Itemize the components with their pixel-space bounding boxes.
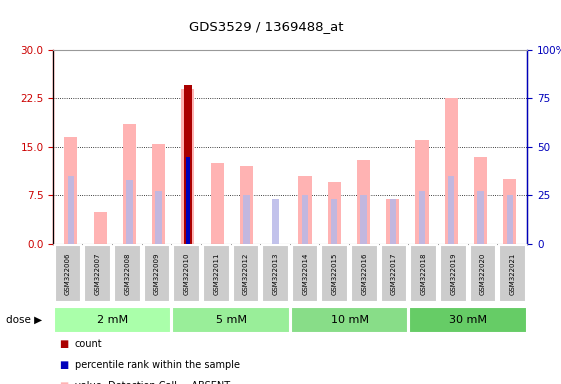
Text: GSM322009: GSM322009 <box>154 252 160 295</box>
Text: ■: ■ <box>59 339 68 349</box>
Text: GSM322017: GSM322017 <box>391 252 397 295</box>
FancyBboxPatch shape <box>351 245 378 302</box>
Text: 10 mM: 10 mM <box>330 314 369 325</box>
Bar <box>273 199 279 244</box>
Text: value, Detection Call = ABSENT: value, Detection Call = ABSENT <box>75 381 230 384</box>
Bar <box>65 137 77 244</box>
FancyBboxPatch shape <box>262 245 289 302</box>
Text: GSM322012: GSM322012 <box>243 252 249 295</box>
FancyBboxPatch shape <box>55 245 81 302</box>
Bar <box>123 124 136 244</box>
Bar <box>507 195 513 244</box>
Text: GSM322014: GSM322014 <box>302 252 308 295</box>
Bar <box>94 212 107 244</box>
FancyBboxPatch shape <box>233 245 259 302</box>
FancyBboxPatch shape <box>410 245 437 302</box>
Bar <box>445 98 458 244</box>
Bar <box>474 157 487 244</box>
FancyBboxPatch shape <box>84 245 111 302</box>
Text: GSM322021: GSM322021 <box>509 252 516 295</box>
Text: GDS3529 / 1369488_at: GDS3529 / 1369488_at <box>190 20 344 33</box>
FancyBboxPatch shape <box>114 245 141 302</box>
Bar <box>302 195 308 244</box>
Bar <box>357 160 370 244</box>
Bar <box>243 195 250 244</box>
Text: 5 mM: 5 mM <box>215 314 247 325</box>
FancyBboxPatch shape <box>144 245 171 302</box>
Bar <box>181 89 195 244</box>
Text: 2 mM: 2 mM <box>97 314 128 325</box>
Bar <box>477 192 484 244</box>
Text: GSM322011: GSM322011 <box>213 252 219 295</box>
Text: GSM322018: GSM322018 <box>421 252 427 295</box>
Bar <box>240 166 253 244</box>
Bar <box>68 176 74 244</box>
Text: 30 mM: 30 mM <box>449 314 487 325</box>
Bar <box>183 86 192 244</box>
Bar <box>331 199 337 244</box>
Text: GSM322008: GSM322008 <box>125 252 130 295</box>
Bar <box>419 192 425 244</box>
FancyBboxPatch shape <box>410 307 527 333</box>
Bar <box>328 182 341 244</box>
Bar <box>360 195 367 244</box>
Bar <box>503 179 516 244</box>
Text: percentile rank within the sample: percentile rank within the sample <box>75 360 240 370</box>
Bar <box>126 180 132 244</box>
Bar <box>386 199 399 244</box>
FancyBboxPatch shape <box>292 245 319 302</box>
Text: GSM322015: GSM322015 <box>332 252 338 295</box>
Bar <box>389 199 396 244</box>
FancyBboxPatch shape <box>321 245 348 302</box>
FancyBboxPatch shape <box>54 307 171 333</box>
Bar <box>298 176 311 244</box>
FancyBboxPatch shape <box>291 307 408 333</box>
FancyBboxPatch shape <box>173 245 200 302</box>
Text: GSM322020: GSM322020 <box>480 252 486 295</box>
Bar <box>186 157 190 244</box>
FancyBboxPatch shape <box>203 245 229 302</box>
Text: ■: ■ <box>59 360 68 370</box>
Text: count: count <box>75 339 102 349</box>
Text: ■: ■ <box>59 381 68 384</box>
Bar <box>155 192 162 244</box>
FancyBboxPatch shape <box>381 245 407 302</box>
Text: dose ▶: dose ▶ <box>6 314 42 325</box>
Bar <box>152 144 165 244</box>
Bar <box>210 163 224 244</box>
Text: GSM322016: GSM322016 <box>361 252 367 295</box>
FancyBboxPatch shape <box>470 245 496 302</box>
Text: GSM322010: GSM322010 <box>183 252 190 295</box>
Text: GSM322006: GSM322006 <box>65 252 71 295</box>
Text: GSM322007: GSM322007 <box>95 252 101 295</box>
Bar <box>415 141 429 244</box>
FancyBboxPatch shape <box>499 245 526 302</box>
Text: GSM322019: GSM322019 <box>450 252 456 295</box>
Bar <box>448 176 454 244</box>
FancyBboxPatch shape <box>440 245 467 302</box>
FancyBboxPatch shape <box>172 307 289 333</box>
Text: GSM322013: GSM322013 <box>273 252 278 295</box>
